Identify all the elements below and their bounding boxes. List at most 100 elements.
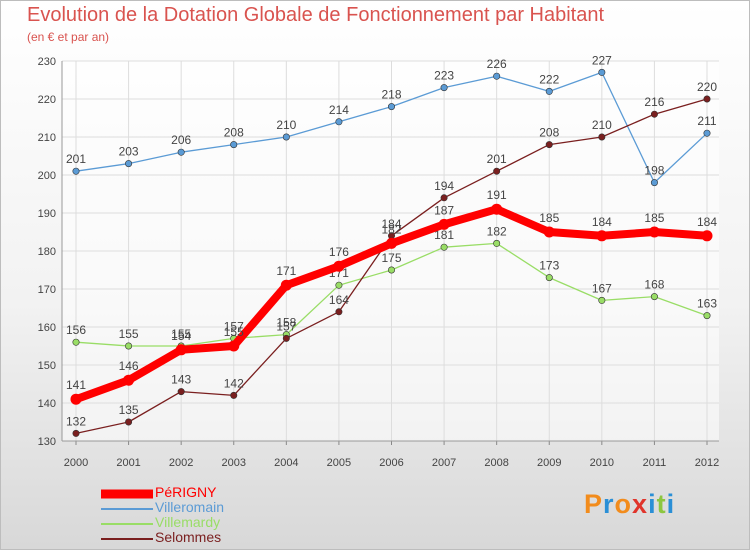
- x-tick-label-2010: 2010: [590, 457, 614, 469]
- data-label-selommes-2002: 143: [171, 373, 191, 387]
- data-label-selommes-2012: 220: [697, 80, 717, 94]
- data-label-villeromain-2003: 208: [224, 126, 244, 140]
- data-label-villemardy-2004: 158: [276, 316, 296, 330]
- point-perigny-2005: [333, 260, 345, 272]
- data-label-selommes-2009: 208: [539, 126, 559, 140]
- data-label-perigny-2010: 184: [592, 215, 612, 229]
- data-label-perigny-2011: 185: [644, 211, 664, 225]
- point-selommes-2002: [177, 388, 185, 396]
- chart-subtitle: (en € et par an): [27, 30, 110, 44]
- y-tick-label-150: 150: [38, 360, 56, 372]
- point-perigny-2003: [228, 340, 240, 352]
- data-label-villeromain-2007: 223: [434, 69, 454, 83]
- x-tick-label-2012: 2012: [695, 457, 719, 469]
- data-label-villemardy-2010: 167: [592, 281, 612, 295]
- point-selommes-2008: [493, 167, 501, 175]
- point-villemardy-2006: [387, 266, 395, 274]
- data-label-villeromain-2002: 206: [171, 133, 191, 147]
- y-tick-label-160: 160: [38, 322, 56, 334]
- point-villemardy-2007: [440, 243, 448, 251]
- point-perigny-2009: [543, 226, 555, 238]
- data-label-selommes-2001: 135: [119, 403, 139, 417]
- data-label-selommes-2003: 142: [224, 376, 244, 390]
- point-selommes-2009: [545, 141, 553, 149]
- data-label-perigny-2004: 171: [276, 264, 296, 278]
- data-label-villemardy-2002: 155: [171, 327, 191, 341]
- point-perigny-2008: [491, 203, 503, 215]
- data-label-villemardy-2001: 155: [119, 327, 139, 341]
- x-tick-label-2005: 2005: [327, 457, 351, 469]
- point-villeromain-2008: [493, 72, 501, 80]
- data-label-selommes-2007: 194: [434, 179, 454, 193]
- point-villemardy-2000: [72, 338, 80, 346]
- y-tick-label-190: 190: [38, 208, 56, 220]
- point-selommes-2010: [598, 133, 606, 141]
- data-label-villemardy-2003: 157: [224, 319, 244, 333]
- point-villeromain-2010: [598, 68, 606, 76]
- x-tick-label-2004: 2004: [274, 457, 298, 469]
- point-selommes-2012: [703, 95, 711, 103]
- x-tick-label-2001: 2001: [116, 457, 140, 469]
- data-label-selommes-2008: 201: [487, 152, 507, 166]
- y-tick-label-210: 210: [38, 132, 56, 144]
- point-villeromain-2012: [703, 129, 711, 137]
- data-label-perigny-2005: 176: [329, 245, 349, 259]
- point-villeromain-2002: [177, 148, 185, 156]
- point-perigny-2010: [596, 230, 608, 242]
- legend-label-villeromain: Villeromain: [155, 499, 224, 515]
- data-label-villeromain-2001: 203: [119, 145, 139, 159]
- data-label-perigny-2012: 184: [697, 215, 717, 229]
- legend-label-perigny: PéRIGNY: [155, 484, 217, 500]
- point-selommes-2007: [440, 194, 448, 202]
- point-villeromain-2007: [440, 84, 448, 92]
- data-label-selommes-2006: 184: [381, 217, 401, 231]
- point-villeromain-2004: [282, 133, 290, 141]
- x-tick-label-2009: 2009: [537, 457, 561, 469]
- data-label-selommes-2011: 216: [644, 95, 664, 109]
- point-selommes-2003: [230, 391, 238, 399]
- legend-swatch-perigny: [101, 489, 153, 498]
- legend-label-villemardy: Villemardy: [155, 514, 221, 530]
- data-label-villeromain-2008: 226: [487, 57, 507, 71]
- data-label-villeromain-2006: 218: [381, 88, 401, 102]
- point-perigny-2007: [438, 218, 450, 230]
- logo-letter: i: [648, 489, 657, 519]
- y-tick-label-230: 230: [38, 56, 56, 68]
- data-label-villeromain-2012: 211: [697, 114, 716, 128]
- x-tick-label-2003: 2003: [222, 457, 246, 469]
- data-label-villeromain-2000: 201: [66, 152, 86, 166]
- data-label-villeromain-2011: 198: [644, 164, 664, 178]
- point-villeromain-2000: [72, 167, 80, 175]
- point-villeromain-2009: [545, 87, 553, 95]
- data-label-villemardy-2007: 181: [434, 228, 454, 242]
- point-perigny-2012: [701, 230, 713, 242]
- x-tick-label-2006: 2006: [379, 457, 403, 469]
- data-label-perigny-2008: 191: [487, 188, 507, 202]
- logo-letter: i: [666, 489, 676, 519]
- point-villeromain-2006: [387, 103, 395, 111]
- point-villemardy-2008: [493, 239, 501, 247]
- chart-title: Evolution de la Dotation Globale de Fonc…: [27, 4, 605, 26]
- legend-swatch-villeromain: [101, 507, 153, 510]
- data-label-perigny-2003: 155: [224, 325, 244, 339]
- x-tick-label-2002: 2002: [169, 457, 193, 469]
- data-label-villemardy-2009: 173: [539, 259, 559, 273]
- y-tick-label-200: 200: [38, 170, 56, 182]
- data-label-villeromain-2009: 222: [539, 72, 559, 86]
- point-perigny-2000: [70, 393, 82, 405]
- data-label-selommes-2005: 164: [329, 293, 349, 307]
- data-label-villeromain-2005: 214: [329, 103, 349, 117]
- logo-letter: o: [614, 489, 633, 519]
- data-label-villeromain-2004: 210: [276, 118, 296, 132]
- point-villeromain-2003: [230, 141, 238, 149]
- x-tick-label-2007: 2007: [432, 457, 456, 469]
- point-villemardy-2012: [703, 312, 711, 320]
- point-villemardy-2011: [650, 293, 658, 301]
- point-selommes-2004: [282, 334, 290, 342]
- point-selommes-2011: [650, 110, 658, 118]
- legend-swatch-selommes: [101, 537, 153, 540]
- y-tick-label-140: 140: [38, 398, 56, 410]
- point-villemardy-2005: [335, 281, 343, 289]
